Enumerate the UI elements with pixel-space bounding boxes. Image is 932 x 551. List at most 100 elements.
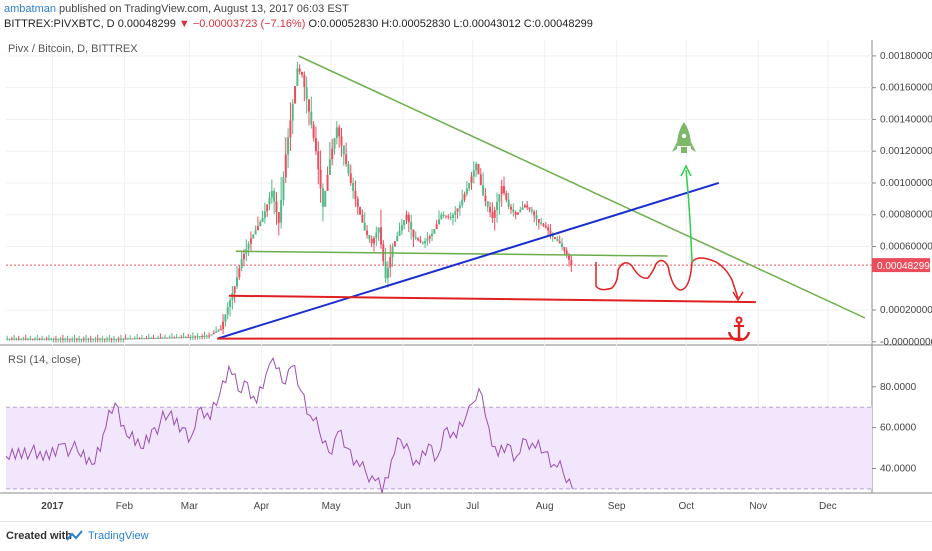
x-tick-label: Sep (608, 501, 626, 512)
candle-body (154, 337, 157, 339)
candle-body (426, 238, 429, 241)
candle-body (64, 338, 67, 340)
candle-body (333, 137, 336, 149)
candle-body (45, 338, 48, 340)
candle-body (393, 241, 396, 247)
candle-body (535, 215, 538, 219)
chart-canvas[interactable]: 2017 Feb Mar Apr May Jun Jul Aug Sep Oct Nov Dec 0.0… (0, 0, 932, 521)
candle-body (150, 337, 153, 339)
candle-body (263, 211, 266, 218)
change-value: −0.00003723 (−7.16%) (192, 18, 306, 30)
author-link[interactable]: ambatman (4, 3, 56, 15)
candle-body (22, 338, 25, 340)
candle-body (282, 177, 285, 200)
candle-body (52, 338, 55, 340)
candle-body (533, 211, 536, 216)
candle-body (412, 229, 415, 237)
candle-body (191, 336, 194, 338)
candle-body (326, 175, 329, 191)
candle-body (236, 277, 239, 287)
candle-body (305, 87, 308, 100)
publish-line: ambatman published on TradingView.com, A… (4, 3, 349, 15)
candle-body (147, 338, 150, 340)
candle-body (554, 236, 557, 240)
up-arrow-head (680, 164, 692, 177)
candle-body (212, 332, 215, 335)
candle-body (570, 259, 573, 266)
candle-body (20, 338, 23, 340)
price-tick-label: -0.00000000 (880, 337, 932, 348)
candle-body (115, 338, 118, 340)
x-tick-label: 2017 (41, 501, 64, 512)
candle-body (421, 241, 424, 244)
rocket-icon (672, 122, 696, 153)
candle-body (168, 337, 171, 339)
tradingview-brand-link[interactable]: TradingView (88, 530, 149, 542)
price-tick-label: 0.00160000 (880, 83, 932, 94)
candle-body (561, 243, 564, 248)
candle-body (238, 268, 241, 278)
descending-trendline (298, 55, 866, 319)
candle-body (59, 338, 62, 340)
candle-body (27, 338, 30, 340)
candle-body (71, 338, 74, 340)
candle-body (544, 225, 547, 228)
candle-body (405, 214, 408, 221)
candle-body (161, 337, 164, 339)
candle-body (356, 198, 359, 207)
candle-body (184, 337, 187, 339)
candle-body (375, 232, 378, 239)
candle-body (479, 174, 482, 186)
candle-body (349, 173, 352, 183)
candle-body (340, 136, 343, 146)
candle-body (89, 338, 92, 340)
candle-body (363, 222, 366, 231)
candle-body (438, 219, 440, 225)
candle-body (247, 243, 250, 249)
candle-body (366, 230, 369, 235)
candle-body (458, 205, 461, 209)
candle-body (507, 199, 510, 207)
candle-body (24, 338, 27, 340)
candle-body (549, 230, 552, 234)
rsi-tick-label: 60.0000 (880, 423, 917, 434)
candle-body (433, 229, 436, 234)
candle-body (301, 71, 304, 75)
candle-body (342, 145, 345, 155)
candle-body (133, 338, 136, 340)
candle-body (482, 185, 485, 196)
x-tick-label: May (322, 501, 341, 512)
candle-body (386, 267, 389, 279)
candle-body (205, 335, 208, 337)
x-tick-label: Oct (678, 501, 694, 512)
candle-body (287, 137, 290, 155)
candle-body (296, 68, 299, 87)
candle-body (563, 247, 566, 251)
candle-body (440, 214, 443, 220)
candle-body (519, 209, 522, 213)
candle-body (82, 338, 85, 340)
candle-body (454, 211, 457, 215)
x-tick-label: Jun (395, 501, 411, 512)
candle-body (201, 335, 204, 337)
candle-body (523, 205, 526, 208)
candle-body (314, 137, 317, 152)
x-tick-label: Feb (116, 501, 134, 512)
candle-body (512, 209, 515, 213)
candle-body (345, 154, 348, 164)
candle-body (514, 212, 517, 215)
candle-body (505, 193, 508, 200)
candle-body (398, 230, 401, 236)
candle-body (468, 182, 471, 189)
candle-body (354, 190, 357, 199)
candle-body (475, 163, 478, 171)
candle-body (29, 338, 32, 340)
candle-body (187, 337, 190, 339)
candle-body (509, 206, 512, 210)
candle-body (417, 238, 420, 241)
candle-body (175, 337, 178, 339)
candle-body (424, 240, 427, 244)
symbol-info-line: BITTREX:PIVXBTC, D 0.00048299 ▼ −0.00003… (4, 18, 593, 30)
candle-body (101, 338, 104, 340)
candle-body (277, 212, 280, 223)
